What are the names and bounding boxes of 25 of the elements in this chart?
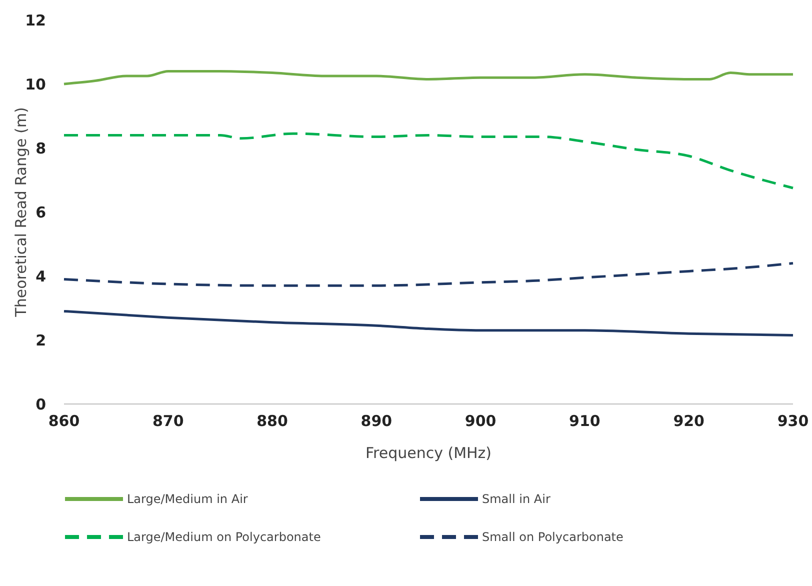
legend-label: Large/Medium on Polycarbonate <box>127 530 321 544</box>
y-tick-label: 0 <box>36 395 46 414</box>
line-series <box>62 70 794 86</box>
y-tick-label: 4 <box>36 267 46 286</box>
y-tick-label: 8 <box>36 139 46 158</box>
x-tick-label: 910 <box>569 412 600 430</box>
x-axis-title: Frequency (MHz) <box>365 444 492 462</box>
line-series <box>62 310 794 336</box>
legend-label: Small on Polycarbonate <box>482 530 624 544</box>
y-axis-title: Theoretical Read Range (m) <box>12 107 30 318</box>
x-tick-label: 890 <box>360 412 392 430</box>
x-tick-label: 930 <box>777 412 809 430</box>
legend-label: Small in Air <box>482 492 550 506</box>
legend-label: Large/Medium in Air <box>127 492 248 506</box>
x-tick-label: 900 <box>464 412 496 430</box>
y-tick-label: 2 <box>36 331 46 350</box>
y-tick-label: 10 <box>25 75 46 94</box>
line-series <box>62 132 794 190</box>
x-tick-label: 860 <box>48 412 80 430</box>
x-tick-label: 920 <box>673 412 705 430</box>
line-series <box>62 262 794 287</box>
y-tick-label: 6 <box>36 203 46 222</box>
y-tick-label: 12 <box>25 11 46 30</box>
x-tick-label: 870 <box>152 412 184 430</box>
x-tick-label: 880 <box>256 412 288 430</box>
